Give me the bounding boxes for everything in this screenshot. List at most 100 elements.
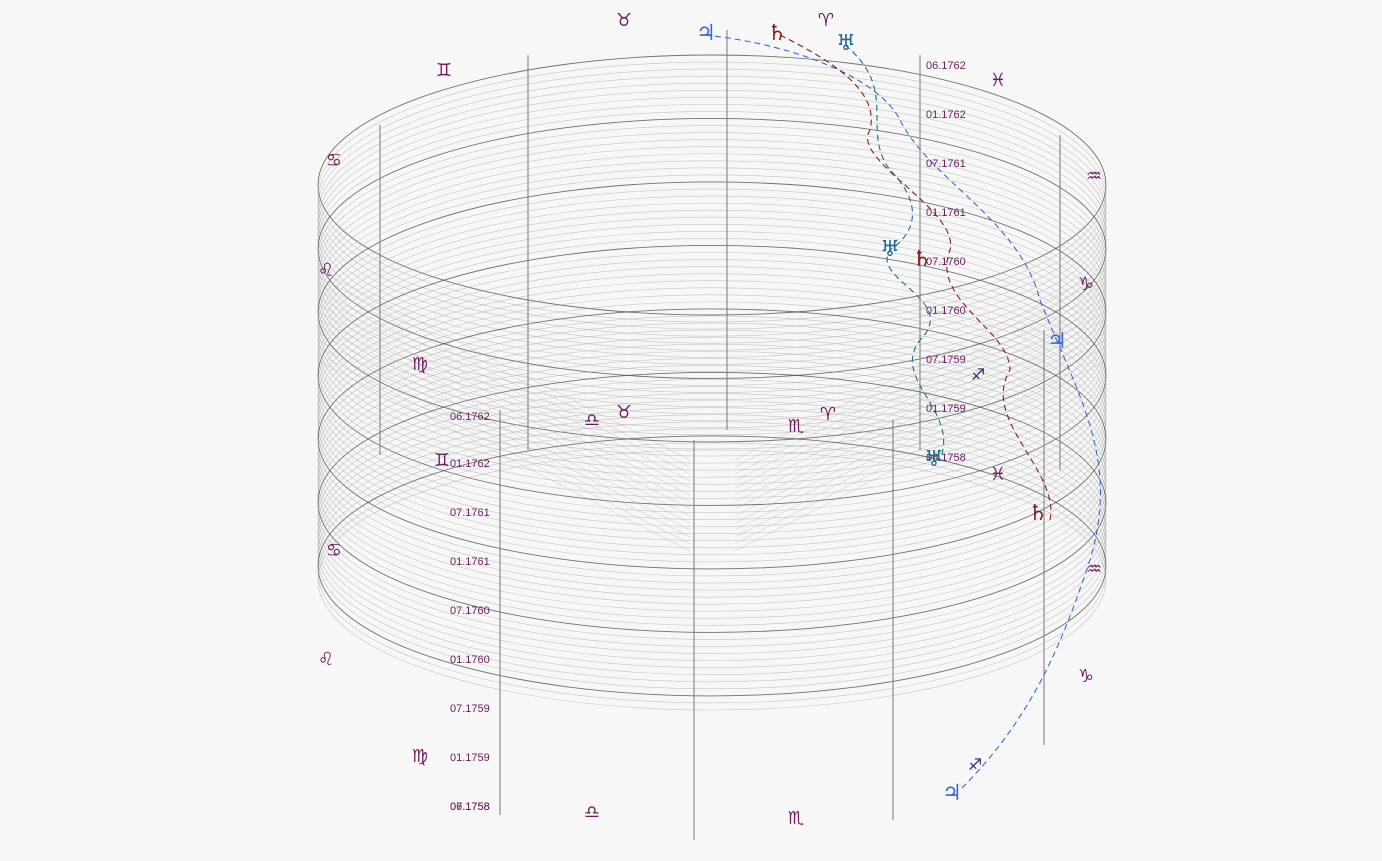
time-axis-front: 06.1762 01.1762 07.1761 01.1761 07.1760 01.17…	[450, 411, 490, 813]
cylinder-ring	[317, 118, 1107, 379]
cylinder-ring	[317, 435, 1107, 697]
cylinder-ring	[317, 54, 1107, 316]
zodiac-sign-icon: ♒	[1086, 166, 1102, 187]
cylinder-ring	[317, 266, 1107, 527]
zodiac-sign-icon: ♒	[1086, 559, 1102, 580]
time-label-top: 06.1762	[926, 60, 966, 72]
cylinder-ring	[317, 393, 1107, 654]
cylinder-ring	[317, 358, 1107, 619]
time-label-top: 06.1758	[926, 452, 966, 464]
zodiac-sign-icon: ♍	[412, 746, 428, 767]
time-label-top: 01.1761	[926, 207, 966, 219]
time-label-front: 07.1759	[450, 703, 490, 715]
time-label-top: 07.1759	[926, 354, 966, 366]
cylinder-ring	[317, 442, 1107, 704]
zodiac-sign-icon: ♉	[616, 10, 632, 31]
cylinder-ring-grid	[317, 54, 1107, 711]
cylinder-ring	[317, 428, 1107, 690]
zodiac-sign-icon: ♋	[326, 540, 342, 561]
cylinder-ring	[317, 223, 1107, 485]
time-label-front: 07.1758	[450, 801, 490, 813]
cylinder-ring	[317, 75, 1107, 337]
planet-glyph-markers: ♃ ♃ ♃ ♄ ♄ ♄ ♅ ♅ ♅ ♐ ♐	[696, 21, 1067, 806]
zodiac-sign-markers: ♉ ♊ ♋ ♌ ♍ ♎ ♏ ♈ ♓ ♒ ♑ ♉ ♈ ♓ ♊ ♋ ♒ ♌ ♑ ♍ ♎ ♏	[318, 10, 1102, 829]
cylinder-ring	[317, 280, 1107, 542]
cylinder-ring	[317, 400, 1107, 661]
cylinder-ring	[317, 371, 1107, 633]
saturn-icon: ♄	[767, 21, 787, 46]
sagittarius-icon: ♐	[971, 365, 985, 384]
jupiter-icon: ♃	[942, 781, 962, 806]
cylinder-ring	[317, 97, 1107, 358]
cylinder-ring	[317, 231, 1107, 492]
cylinder-ring	[317, 449, 1107, 711]
cylinder-ring	[317, 329, 1107, 591]
cylinder-ring	[317, 322, 1107, 584]
time-label-front: 06.1758	[450, 801, 490, 813]
saturn-track	[779, 34, 1052, 521]
cylinder-ring	[317, 414, 1107, 676]
cylinder-ring	[317, 365, 1107, 626]
cylinder-vertical-lines	[379, 30, 1061, 840]
cylinder-ring	[317, 202, 1107, 464]
saturn-icon: ♄	[1028, 501, 1048, 526]
jupiter-icon: ♃	[1047, 329, 1067, 354]
time-label-top: 01.1760	[926, 305, 966, 317]
sagittarius-icon: ♐	[968, 755, 982, 774]
zodiac-sign-icon: ♋	[326, 150, 342, 171]
cylinder-ring	[317, 238, 1107, 499]
cylinder-ring	[317, 252, 1107, 513]
jupiter-track	[704, 34, 1102, 791]
zodiac-sign-icon: ♓	[990, 70, 1006, 91]
cylinder-ring	[317, 181, 1107, 443]
time-label-top: 01.1759	[926, 403, 966, 415]
cylinder-ring	[317, 301, 1107, 563]
time-label-front: 07.1760	[450, 605, 490, 617]
cylinder-ring	[317, 209, 1107, 471]
time-label-top: 01.1762	[926, 109, 966, 121]
cylinder-ring	[317, 89, 1107, 351]
cylinder-ring	[317, 287, 1107, 549]
time-label-front: 01.1762	[450, 458, 490, 470]
time-label-top: 07.1761	[926, 158, 966, 170]
planet-tracks	[704, 34, 1102, 791]
jupiter-icon: ♃	[696, 21, 716, 46]
cylinder-ring	[317, 68, 1107, 330]
zodiac-sign-icon: ♊	[436, 60, 452, 81]
time-label-front: 07.1761	[450, 507, 490, 519]
cylinder-ring	[317, 273, 1107, 534]
cylinder-ring	[317, 160, 1107, 422]
zodiac-sign-icon: ♓	[990, 464, 1006, 485]
time-label-front: 01.1759	[450, 752, 490, 764]
zodiac-sign-icon: ♉	[616, 402, 632, 423]
saturn-icon: ♄	[912, 247, 932, 272]
zodiac-sign-icon: ♏	[788, 808, 804, 829]
cylinder-ring	[317, 407, 1107, 668]
cylinder-ring	[317, 315, 1107, 577]
cylinder-ring	[317, 174, 1107, 436]
cylinder-ring	[317, 386, 1107, 647]
uranus-icon: ♅	[880, 237, 900, 262]
cylinder-ring	[317, 104, 1107, 365]
cylinder-ring	[317, 125, 1107, 386]
zodiac-sign-icon: ♌	[318, 260, 334, 281]
cylinder-ring	[317, 244, 1107, 506]
cylinder-ring	[317, 294, 1107, 556]
time-label-front: 01.1760	[450, 654, 490, 666]
time-label-front: 01.1761	[450, 556, 490, 568]
cylinder-ring	[317, 167, 1107, 429]
time-axis-top: 06.1762 01.1762 07.1761 01.1761 07.1760 01.17…	[926, 60, 966, 464]
cylinder-ring	[317, 61, 1107, 323]
zodiac-sign-icon: ♎	[584, 410, 600, 431]
cylinder-ring	[317, 216, 1107, 478]
cylinder-ring	[317, 153, 1107, 415]
cylinder-ring	[317, 132, 1107, 393]
cylinder-ring	[317, 146, 1107, 407]
zodiac-sign-icon: ♑	[1078, 666, 1094, 687]
zodiac-sign-icon: ♌	[318, 649, 334, 670]
cylinder-ring	[317, 336, 1107, 598]
zodiac-sign-icon: ♈	[820, 404, 836, 425]
uranus-icon: ♅	[836, 31, 856, 56]
cylinder-ring	[317, 421, 1107, 683]
cylinder-ring	[317, 379, 1107, 640]
